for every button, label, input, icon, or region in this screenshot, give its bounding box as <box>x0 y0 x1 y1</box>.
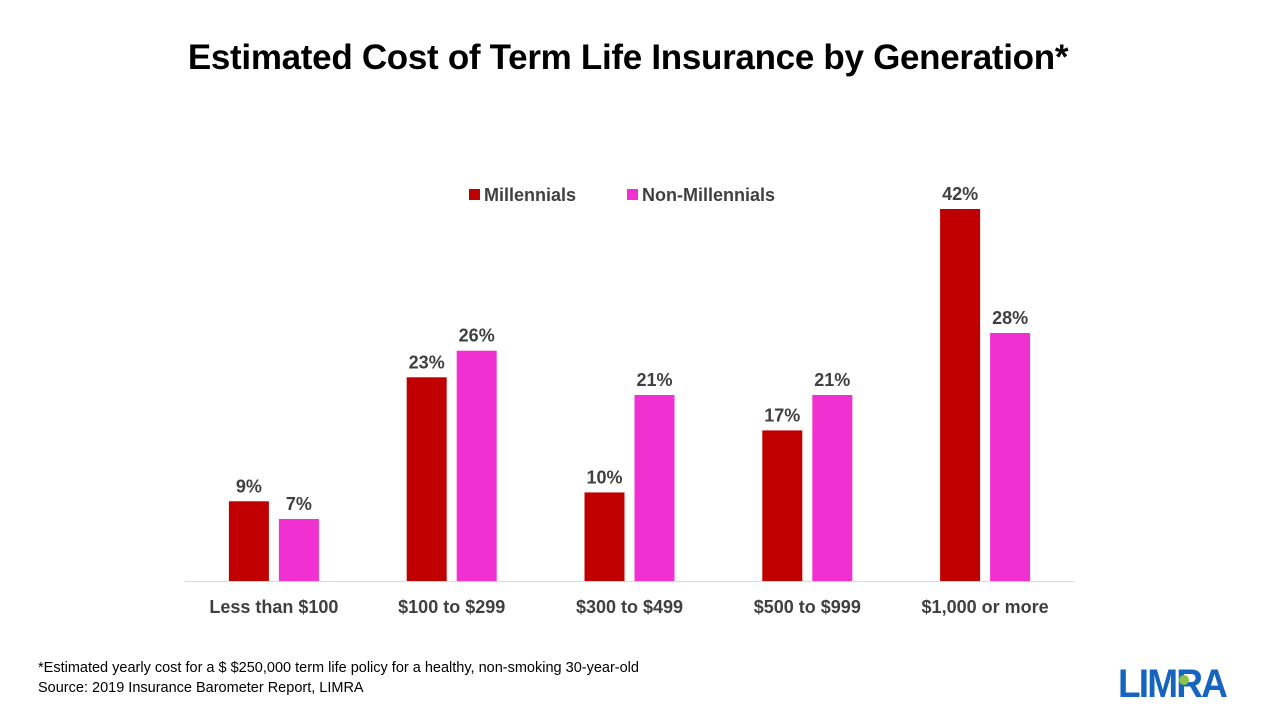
x-tick-label: Less than $100 <box>209 597 338 617</box>
bar-non-millennials <box>990 333 1031 581</box>
bar-non-millennials <box>278 519 319 581</box>
bar-non-millennials <box>812 395 853 581</box>
data-label: 26% <box>459 326 495 346</box>
legend-label: Millennials <box>484 185 576 205</box>
bar-millennials <box>584 492 625 581</box>
legend-swatch <box>469 189 480 200</box>
bar-millennials <box>406 377 447 581</box>
bar-millennials <box>762 430 803 581</box>
data-label: 28% <box>992 308 1028 328</box>
limra-logo: LIMRA <box>1118 662 1229 702</box>
legend-swatch <box>627 189 638 200</box>
footnote: *Estimated yearly cost for a $ $250,000 … <box>38 658 639 698</box>
data-label: 21% <box>814 370 850 390</box>
bar-millennials <box>228 501 269 581</box>
x-tick-label: $500 to $999 <box>754 597 861 617</box>
data-label: 9% <box>236 476 262 496</box>
legend-label: Non-Millennials <box>642 185 775 205</box>
bar-non-millennials <box>634 395 675 581</box>
chart-title: Estimated Cost of Term Life Insurance by… <box>187 38 1069 77</box>
x-tick-label: $300 to $499 <box>576 597 683 617</box>
footnote-estimate: *Estimated yearly cost for a $ $250,000 … <box>38 660 639 676</box>
data-label: 23% <box>409 352 445 372</box>
data-label: 21% <box>636 370 672 390</box>
data-label: 7% <box>286 494 312 514</box>
data-label: 10% <box>586 467 622 487</box>
x-tick-label: $1,000 or more <box>922 597 1049 617</box>
bar-millennials <box>940 209 981 581</box>
bar-non-millennials <box>456 350 497 581</box>
limra-logo-text: LIMRA <box>1118 662 1227 702</box>
data-label: 42% <box>942 184 978 204</box>
footnote-source: Source: 2019 Insurance Barometer Report,… <box>38 680 364 696</box>
data-label: 17% <box>764 405 800 425</box>
limra-logo-globe <box>1179 675 1189 685</box>
x-tick-label: $100 to $299 <box>398 597 505 617</box>
